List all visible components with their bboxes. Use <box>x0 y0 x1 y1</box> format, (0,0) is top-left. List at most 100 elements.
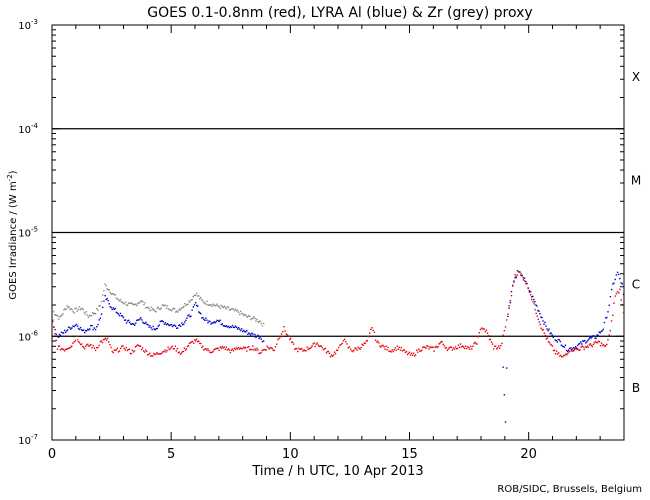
credit-text: ROB/SIDC, Brussels, Belgium <box>497 484 642 495</box>
data-point <box>210 323 212 325</box>
data-point <box>520 272 522 275</box>
y-tick-base: 10 <box>18 436 31 447</box>
data-point <box>227 306 230 309</box>
data-point <box>66 305 68 307</box>
data-point <box>136 319 138 322</box>
chart-title: GOES 0.1-0.8nm (red), LYRA Al (blue) & Z… <box>147 5 532 21</box>
data-point <box>409 354 412 356</box>
data-point <box>203 318 205 321</box>
data-point <box>114 307 117 310</box>
data-point <box>603 321 606 324</box>
data-point <box>108 289 110 291</box>
data-point <box>224 306 227 309</box>
data-point <box>315 343 317 345</box>
data-point <box>135 345 138 347</box>
data-point <box>353 349 355 352</box>
data-point <box>78 342 81 344</box>
data-point <box>620 282 622 284</box>
data-point <box>313 342 315 344</box>
data-point <box>212 322 214 324</box>
data-point <box>179 353 182 355</box>
data-point <box>537 318 539 320</box>
data-point <box>201 298 203 301</box>
data-point <box>536 315 538 317</box>
data-point <box>580 341 582 343</box>
data-point <box>601 330 603 332</box>
data-point <box>133 350 136 352</box>
data-point <box>410 352 413 355</box>
data-point <box>57 345 60 348</box>
data-point <box>563 346 566 348</box>
data-point <box>577 344 579 346</box>
data-point <box>96 325 98 328</box>
data-point <box>435 345 437 348</box>
data-point <box>56 314 58 317</box>
y-tick-exponent: -5 <box>31 226 38 234</box>
data-point <box>334 352 337 355</box>
data-point <box>602 328 604 331</box>
data-point <box>79 326 82 329</box>
data-point <box>515 276 517 279</box>
data-point <box>245 346 247 349</box>
data-point <box>236 328 239 330</box>
data-point <box>124 319 127 321</box>
data-point <box>188 300 190 302</box>
data-point <box>199 298 201 300</box>
data-point <box>562 356 564 358</box>
data-point <box>468 346 470 349</box>
data-point <box>585 342 587 344</box>
data-point <box>124 349 126 351</box>
data-point <box>584 339 586 342</box>
data-point <box>333 351 336 353</box>
data-point <box>400 346 403 349</box>
data-point <box>303 349 305 351</box>
data-point <box>502 334 504 336</box>
data-point <box>609 295 612 298</box>
data-point <box>331 355 334 357</box>
data-point <box>129 302 132 304</box>
data-point <box>434 346 436 349</box>
data-point <box>523 280 526 282</box>
data-point <box>577 348 579 350</box>
data-point <box>200 296 202 299</box>
data-point <box>487 334 490 337</box>
data-point <box>322 349 325 351</box>
data-point <box>96 308 98 310</box>
data-point <box>598 331 600 333</box>
data-point <box>264 349 266 351</box>
data-point <box>151 328 153 331</box>
data-point <box>201 346 203 349</box>
data-point <box>593 342 596 344</box>
data-point <box>340 343 342 346</box>
data-point <box>160 320 163 322</box>
data-point <box>324 347 327 350</box>
data-point <box>77 308 79 311</box>
data-point <box>492 348 495 350</box>
y-tick-base: 10 <box>18 332 31 343</box>
data-point <box>256 347 258 350</box>
data-point <box>88 314 91 317</box>
data-point <box>102 294 104 296</box>
data-point <box>294 348 296 350</box>
data-point <box>137 319 139 321</box>
data-point <box>64 331 67 334</box>
data-point <box>85 345 87 348</box>
data-point <box>486 332 489 334</box>
data-point <box>169 324 172 326</box>
data-point <box>555 350 558 352</box>
data-point <box>106 288 108 290</box>
data-point <box>542 328 545 331</box>
data-point <box>510 290 513 293</box>
data-point <box>582 340 584 342</box>
data-point <box>550 344 553 346</box>
data-point <box>56 348 59 350</box>
data-point <box>475 342 477 345</box>
data-point <box>513 280 515 282</box>
data-point <box>215 304 217 307</box>
data-point <box>533 298 535 301</box>
data-point <box>305 350 307 352</box>
data-point <box>555 339 557 342</box>
data-point <box>597 334 599 337</box>
data-point <box>255 349 257 352</box>
data-point <box>227 348 230 350</box>
